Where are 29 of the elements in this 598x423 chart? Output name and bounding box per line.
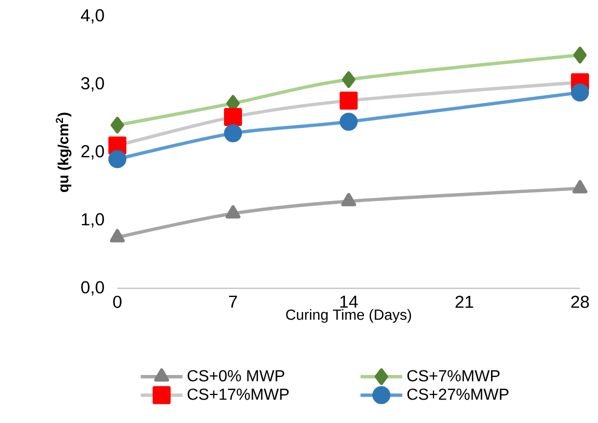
point — [224, 124, 242, 142]
x-tick-label: 21 — [456, 296, 474, 308]
x-tick-label: 14 — [340, 296, 358, 308]
point — [573, 46, 587, 64]
legend-label: CS+0% MWP — [188, 370, 284, 382]
point — [342, 71, 356, 88]
y-tick-label: 4,0 — [80, 9, 104, 24]
x-axis-title: Curing Time (Days) — [286, 309, 412, 323]
x-tick-label: 7 — [229, 296, 237, 308]
point — [340, 92, 358, 110]
point — [341, 192, 356, 206]
y-tick-label: 0,0 — [81, 281, 104, 296]
point — [570, 83, 589, 102]
point — [108, 150, 126, 168]
y-axis-title: qu (kg/cm$^{2}$) — [56, 112, 72, 192]
point — [572, 180, 588, 194]
y-tick-label: 1,0 — [82, 213, 104, 228]
x-tick-label: 0 — [113, 296, 122, 308]
y-tick-label: 3,0 — [81, 77, 104, 92]
y-tick-label: 2,0 — [81, 145, 104, 160]
x-tick-label: 28 — [571, 296, 589, 308]
point — [110, 228, 125, 242]
legend-label: CS+27%MWP — [407, 388, 508, 400]
point — [340, 112, 358, 131]
point — [110, 116, 124, 134]
legend-label: CS+17%MWP — [188, 388, 289, 400]
point — [226, 205, 240, 219]
point — [224, 108, 242, 126]
legend-label: CS+7%MWP — [407, 370, 500, 382]
